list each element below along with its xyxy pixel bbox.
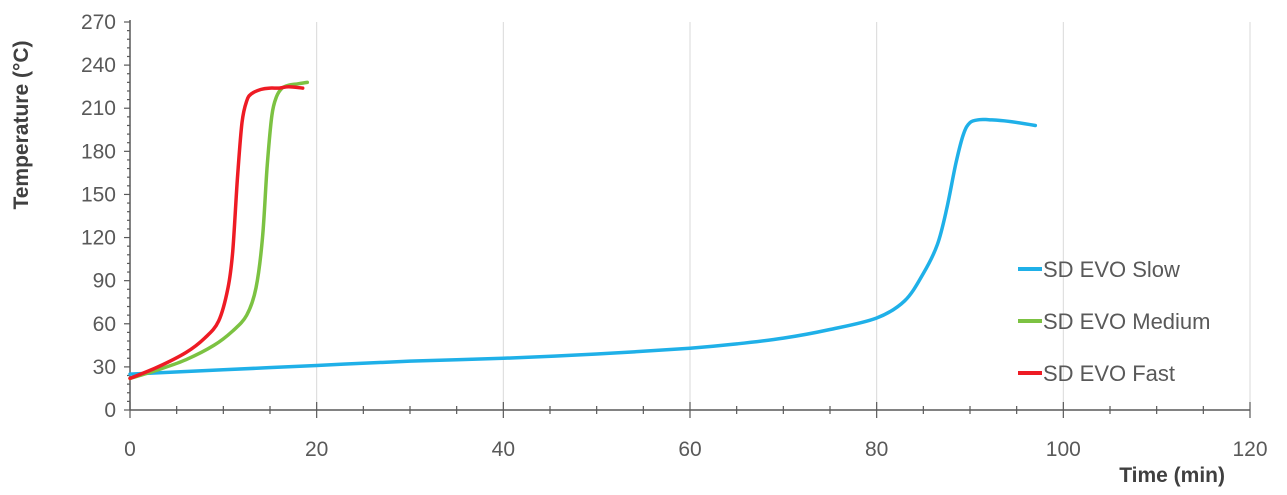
x-tick-label: 80 xyxy=(865,438,888,461)
legend-label: SD EVO Fast xyxy=(1043,361,1175,386)
y-axis-title: Temperature (°C) xyxy=(10,40,33,209)
legend-item-sd-evo-fast: SD EVO Fast xyxy=(1018,361,1175,386)
legend-label: SD EVO Slow xyxy=(1043,257,1180,282)
y-tick-label: 90 xyxy=(93,270,116,293)
x-tick-label: 60 xyxy=(678,438,701,461)
axes: 0 30 60 90 120 150 180 210 240 270 0 20 40 60 80 100 120 xyxy=(81,11,1268,461)
x-tick-label: 0 xyxy=(124,438,136,461)
y-tick-label: 30 xyxy=(93,356,116,379)
y-tick-label: 270 xyxy=(81,11,116,34)
legend-item-sd-evo-slow: SD EVO Slow xyxy=(1018,257,1180,282)
y-tick-label: 120 xyxy=(81,227,116,250)
x-tick-label: 20 xyxy=(305,438,328,461)
grid xyxy=(316,22,1251,410)
x-tick-label: 40 xyxy=(492,438,515,461)
series-line-sd-evo-medium xyxy=(128,80,310,381)
x-tick-label: 100 xyxy=(1046,438,1081,461)
series-line-sd-evo-slow xyxy=(128,117,1038,376)
x-axis-title: Time (min) xyxy=(1119,464,1225,487)
series-line-sd-evo-fast xyxy=(128,84,305,381)
y-tick-label: 240 xyxy=(81,54,116,77)
legend: SD EVO Slow SD EVO Medium SD EVO Fast xyxy=(1018,257,1211,386)
y-tick-label: 150 xyxy=(81,183,116,206)
legend-item-sd-evo-medium: SD EVO Medium xyxy=(1018,309,1211,334)
y-tick-label: 210 xyxy=(81,97,116,120)
y-tick-label: 60 xyxy=(93,313,116,336)
y-tick-label: 0 xyxy=(104,399,116,422)
x-tick-label: 120 xyxy=(1232,438,1267,461)
series-lines xyxy=(128,80,1038,381)
legend-label: SD EVO Medium xyxy=(1043,309,1211,334)
y-tick-label: 180 xyxy=(81,140,116,163)
